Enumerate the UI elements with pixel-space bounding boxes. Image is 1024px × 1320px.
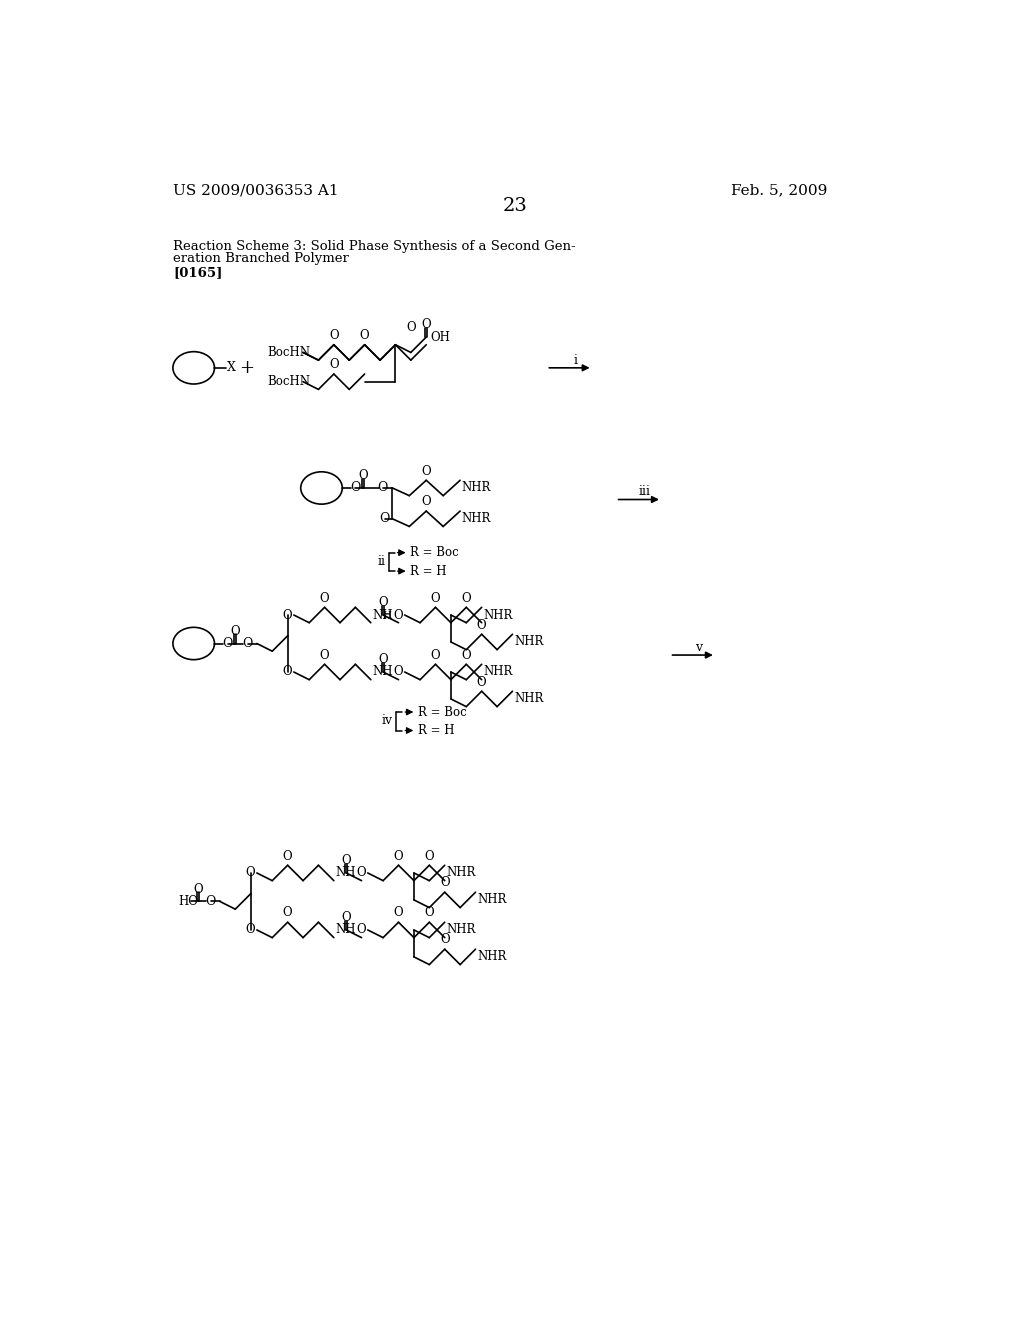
Text: O: O xyxy=(319,591,330,605)
Text: NH: NH xyxy=(336,924,356,936)
Text: R = Boc: R = Boc xyxy=(410,546,459,560)
Text: NHR: NHR xyxy=(477,894,507,907)
Text: O: O xyxy=(431,648,440,661)
Text: NH: NH xyxy=(336,866,356,879)
Text: O: O xyxy=(341,911,351,924)
Text: O: O xyxy=(393,850,403,862)
Text: O: O xyxy=(425,850,434,862)
Text: O: O xyxy=(356,924,367,936)
Text: O: O xyxy=(422,495,431,508)
Text: NHR: NHR xyxy=(483,609,513,622)
Text: US 2009/0036353 A1: US 2009/0036353 A1 xyxy=(173,183,339,198)
Text: O: O xyxy=(380,512,390,525)
Text: NHR: NHR xyxy=(477,950,507,964)
Text: O: O xyxy=(462,591,471,605)
Text: NHR: NHR xyxy=(514,693,544,705)
Text: eration Branched Polymer: eration Branched Polymer xyxy=(173,252,349,265)
Text: NH: NH xyxy=(373,665,393,678)
Text: NHR: NHR xyxy=(446,924,475,936)
Text: R = H: R = H xyxy=(410,565,446,578)
Text: O: O xyxy=(194,883,203,896)
Text: O: O xyxy=(359,329,370,342)
Text: O: O xyxy=(341,854,351,867)
Text: O: O xyxy=(356,866,367,879)
Text: H: H xyxy=(382,611,391,619)
Text: R = Boc: R = Boc xyxy=(418,705,467,718)
Text: O: O xyxy=(358,469,368,482)
Text: iv: iv xyxy=(382,714,393,727)
Text: Feb. 5, 2009: Feb. 5, 2009 xyxy=(731,183,827,198)
Text: O: O xyxy=(425,907,434,920)
Text: O: O xyxy=(222,638,232,649)
Text: NHR: NHR xyxy=(462,482,492,495)
Text: O: O xyxy=(393,609,403,622)
Text: O: O xyxy=(378,482,388,495)
Text: O: O xyxy=(378,597,388,610)
Text: i: i xyxy=(573,354,578,367)
Text: 23: 23 xyxy=(503,197,528,215)
Text: NH: NH xyxy=(373,609,393,622)
Text: NHR: NHR xyxy=(514,635,544,648)
Text: +: + xyxy=(240,359,254,376)
Text: O: O xyxy=(243,638,253,649)
Text: O: O xyxy=(378,653,388,667)
Text: O: O xyxy=(283,850,293,862)
Text: O: O xyxy=(329,329,339,342)
Text: Reaction Scheme 3: Solid Phase Synthesis of a Second Gen-: Reaction Scheme 3: Solid Phase Synthesis… xyxy=(173,240,575,253)
Text: NHR: NHR xyxy=(483,665,513,678)
Text: O: O xyxy=(440,876,450,890)
Text: O: O xyxy=(477,676,486,689)
Text: O: O xyxy=(440,933,450,946)
Text: ii: ii xyxy=(378,554,385,568)
Text: O: O xyxy=(230,624,240,638)
Text: R = H: R = H xyxy=(418,723,455,737)
Text: NHR: NHR xyxy=(446,866,475,879)
Text: O: O xyxy=(283,665,293,678)
Text: O: O xyxy=(422,318,431,331)
Text: BocHN: BocHN xyxy=(267,375,310,388)
Text: O: O xyxy=(422,465,431,478)
Text: HO: HO xyxy=(178,895,199,908)
Text: O: O xyxy=(350,482,360,495)
Text: O: O xyxy=(246,924,256,936)
Text: O: O xyxy=(205,895,216,908)
Text: O: O xyxy=(393,907,403,920)
Text: X: X xyxy=(226,362,236,375)
Text: BocHN: BocHN xyxy=(267,346,310,359)
Text: O: O xyxy=(462,648,471,661)
Text: O: O xyxy=(393,665,403,678)
Text: OH: OH xyxy=(430,330,450,343)
Text: O: O xyxy=(283,609,293,622)
Text: NHR: NHR xyxy=(462,512,492,525)
Text: [0165]: [0165] xyxy=(173,265,222,279)
Text: O: O xyxy=(407,321,416,334)
Text: iii: iii xyxy=(639,486,651,499)
Text: O: O xyxy=(319,648,330,661)
Text: O: O xyxy=(246,866,256,879)
Text: O: O xyxy=(431,591,440,605)
Text: v: v xyxy=(695,640,702,653)
Text: O: O xyxy=(477,619,486,631)
Text: O: O xyxy=(329,358,339,371)
Text: O: O xyxy=(283,907,293,920)
